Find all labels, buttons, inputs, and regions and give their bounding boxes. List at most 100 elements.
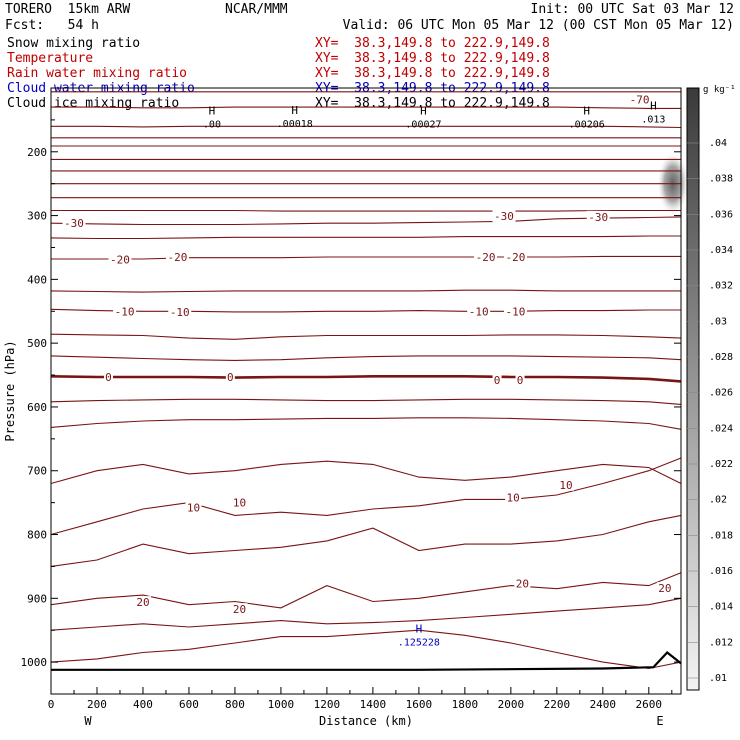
max-marker-3: H bbox=[583, 105, 590, 118]
isotherm-line-10 bbox=[50, 216, 682, 226]
isotherm-line-15 bbox=[50, 333, 682, 340]
field-xy-temperature: XY= 38.3,149.8 to 222.9,149.8 bbox=[315, 51, 550, 66]
isotherm-line-25 bbox=[50, 629, 682, 670]
x-tick-label-2: 400 bbox=[133, 698, 153, 711]
isotherm-label-6: -20 bbox=[476, 251, 496, 264]
isotherm-line-23 bbox=[50, 572, 682, 609]
colorbar-label-9: .022 bbox=[709, 459, 733, 470]
isotherm-label-bg-22 bbox=[514, 577, 531, 590]
colorbar-label-11: .018 bbox=[709, 530, 733, 541]
west-label: W bbox=[84, 714, 92, 728]
x-tick-label-7: 1400 bbox=[360, 698, 387, 711]
isotherm-line-18 bbox=[50, 398, 682, 405]
field-name-snow: Snow mixing ratio bbox=[7, 36, 141, 51]
terrain bbox=[51, 651, 682, 671]
colorbar-label-10: .02 bbox=[709, 495, 727, 506]
max-value-3: .00206 bbox=[569, 120, 605, 131]
isotherm-label-15: 0 bbox=[517, 374, 524, 387]
max-value-0: .00 bbox=[203, 120, 221, 131]
field-name-temperature: Temperature bbox=[7, 51, 94, 66]
y-tick-label-3: 500 bbox=[27, 337, 47, 350]
isotherm-label-bg-3 bbox=[586, 210, 610, 223]
max-marker-0: H bbox=[209, 105, 216, 118]
isotherm-line-20 bbox=[50, 460, 682, 485]
x-tick-label-6: 1200 bbox=[314, 698, 341, 711]
max-value-4: .013 bbox=[641, 115, 665, 126]
colorbar-label-13: .014 bbox=[709, 602, 733, 613]
isotherms bbox=[50, 91, 682, 670]
isotherm-label-2: -30 bbox=[494, 210, 514, 223]
isotherm-label-8: -10 bbox=[115, 305, 135, 318]
y-tick-label-0: 200 bbox=[27, 146, 47, 159]
x-tick-label-9: 1800 bbox=[452, 698, 479, 711]
x-tick-label-5: 1000 bbox=[268, 698, 295, 711]
isotherm-label-10: -10 bbox=[469, 305, 489, 318]
isotherm-label-bg-13 bbox=[225, 370, 235, 383]
colorbar: .04 .038 .036 .034 .032 .03 .028 .026 .024 .022 .0… bbox=[686, 85, 736, 691]
isotherm-label-bg-11 bbox=[503, 305, 527, 318]
isotherm-label-bg-23 bbox=[656, 582, 673, 595]
isotherm-labels: -70 -30 -30 -30 -20 -20 -20 -20 -10 -10 -10 -10 0 0 0 0… bbox=[62, 93, 673, 616]
isotherm-label-5: -20 bbox=[168, 251, 188, 264]
colorbar-label-3: .034 bbox=[709, 245, 733, 256]
isotherm-label-bg-12 bbox=[103, 370, 113, 383]
isotherm-line-16 bbox=[50, 355, 682, 361]
x-tick-label-0: 0 bbox=[48, 698, 55, 711]
isotherm-line-12 bbox=[51, 255, 681, 260]
isotherm-line-19 bbox=[50, 417, 682, 430]
isotherm-label-bg-7 bbox=[503, 251, 527, 264]
isotherm-label-bg-21 bbox=[231, 603, 248, 616]
isotherm-line-2 bbox=[51, 125, 682, 129]
x-tick-label-1: 200 bbox=[87, 698, 107, 711]
isotherm-line-22 bbox=[50, 514, 682, 567]
max-marker-4: H bbox=[650, 100, 657, 113]
isotherm-label-4: -20 bbox=[110, 254, 130, 267]
colorbar-label-4: .032 bbox=[709, 281, 733, 292]
forecast-hour: Fcst: 54 h bbox=[5, 18, 99, 33]
isotherm-label-bg-16 bbox=[185, 501, 202, 514]
isotherm-label-21: 20 bbox=[233, 603, 246, 616]
isotherm-label-bg-10 bbox=[467, 305, 491, 318]
x-tick-label-13: 2600 bbox=[636, 698, 663, 711]
isotherm-label-23: 20 bbox=[658, 582, 671, 595]
isotherm-label-14: 0 bbox=[494, 374, 501, 387]
colorbar-label-12: .016 bbox=[709, 566, 733, 577]
max-marker-2: H bbox=[420, 105, 427, 118]
isotherm-label-1: -30 bbox=[64, 217, 84, 230]
y-tick-label-6: 800 bbox=[27, 529, 47, 542]
y-axis-title: Pressure (hPa) bbox=[3, 340, 17, 441]
terrain-line bbox=[51, 651, 682, 671]
field-xy-snow: XY= 38.3,149.8 to 222.9,149.8 bbox=[315, 36, 550, 51]
isotherm-line-21 bbox=[50, 457, 682, 536]
field-xy-rain: XY= 38.3,149.8 to 222.9,149.8 bbox=[315, 66, 550, 81]
isotherm-line-11 bbox=[50, 235, 681, 240]
init-time: Init: 00 UTC Sat 03 Mar 12 bbox=[530, 2, 735, 17]
y-tick-label-4: 600 bbox=[27, 401, 47, 414]
colorbar-label-7: .026 bbox=[709, 388, 733, 399]
isotherm-label-0: -70 bbox=[630, 93, 650, 106]
colorbar-ramp bbox=[686, 87, 700, 691]
isotherm-label-9: -10 bbox=[170, 306, 190, 319]
isotherm-label-bg-15 bbox=[515, 374, 525, 387]
isotherm-label-12: 0 bbox=[105, 371, 112, 384]
colorbar-unit: g kg⁻¹ bbox=[703, 85, 736, 95]
maxima-markers: H .00 H .00018 H .00027 H .00206 H .013 H .125228 bbox=[203, 100, 666, 649]
isotherm-label-bg-19 bbox=[558, 478, 575, 491]
x-axis-title: Distance (km) bbox=[319, 714, 413, 728]
valid-time: Valid: 06 UTC Mon 05 Mar 12 (00 CST Mon … bbox=[342, 18, 734, 33]
isotherm-line-24 bbox=[50, 597, 682, 631]
isotherm-label-bg-8 bbox=[113, 305, 137, 318]
isotherm-label-7: -20 bbox=[506, 251, 526, 264]
isotherm-label-22: 20 bbox=[516, 578, 529, 591]
y-tick-label-1: 300 bbox=[27, 210, 47, 223]
isotherm-label-13: 0 bbox=[227, 371, 234, 384]
max-marker-1: H bbox=[291, 104, 298, 117]
isotherm-label-bg-20 bbox=[134, 596, 151, 609]
max-value-1: .00018 bbox=[277, 119, 313, 130]
isotherm-label-3: -30 bbox=[588, 211, 608, 224]
isotherm-label-18: 10 bbox=[507, 492, 520, 505]
isotherm-label-17: 10 bbox=[233, 497, 246, 510]
y-tick-label-2: 400 bbox=[27, 273, 47, 286]
y-tick-label-5: 700 bbox=[27, 465, 47, 478]
isotherm-label-bg-9 bbox=[168, 305, 192, 318]
